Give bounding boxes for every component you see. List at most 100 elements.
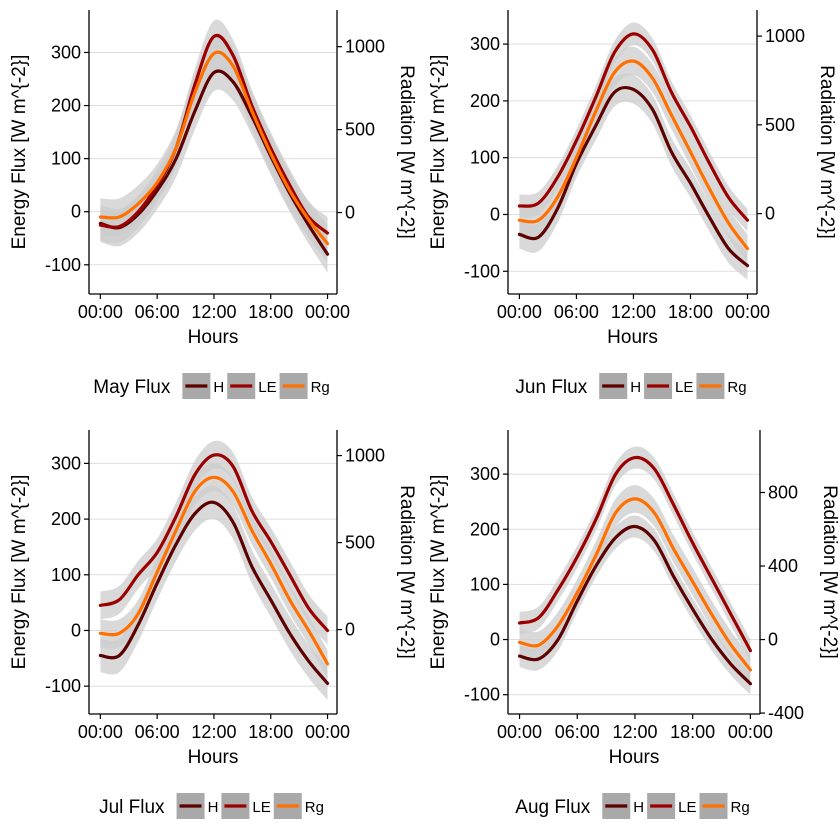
y2-tick-label: 500: [765, 115, 795, 135]
y2-tick-label: 0: [765, 204, 775, 224]
y-tick-label: 200: [51, 96, 81, 116]
legend-label-LE: LE: [258, 379, 276, 396]
y-tick-label: 0: [71, 202, 81, 222]
series-line-Rg: [517, 59, 750, 251]
x-tick-label: 18:00: [670, 722, 715, 742]
y-tick-label: -100: [45, 676, 81, 696]
y-tick-label: 100: [470, 574, 500, 594]
x-axis-title: Hours: [188, 327, 239, 348]
y-tick-label: 100: [470, 148, 500, 168]
y-tick-label: -100: [45, 255, 81, 275]
x-tick-label: 06:00: [135, 302, 180, 322]
y2-tick-label: 0: [345, 203, 355, 223]
x-axis-title: Hours: [607, 327, 658, 348]
legend-label-H: H: [213, 379, 224, 396]
y2-axis-title: Radiation [W m^{-2}]: [396, 65, 417, 239]
legend: Jun Flux H LE Rg: [515, 373, 747, 399]
legend-label-Rg: Rg: [730, 799, 749, 816]
y-tick-label: 0: [490, 630, 500, 650]
y-tick-label: 0: [490, 204, 500, 224]
legend-title: Aug Flux: [515, 797, 590, 818]
y-tick-label: -100: [464, 261, 500, 281]
legend-title: May Flux: [93, 377, 171, 398]
x-tick-label: 12:00: [611, 302, 656, 322]
y-axis-title: Energy Flux [W m^{-2}]: [9, 475, 30, 670]
y2-tick-label: 1000: [345, 37, 385, 57]
y-tick-label: 300: [51, 453, 81, 473]
series-line-H: [517, 524, 752, 686]
x-tick-label: 00:00: [497, 722, 542, 742]
chart-panel-2: -100 0 100 200 300 0 500 1000 00:00 06:00 12:00 18:…: [428, 10, 837, 399]
series-line-LE: [517, 455, 752, 653]
x-tick-label: 12:00: [191, 302, 236, 322]
y-tick-label: 200: [470, 519, 500, 539]
series-line-LE: [98, 453, 330, 633]
series-line-Rg: [98, 475, 330, 666]
series-line-Rg: [517, 497, 752, 672]
x-tick-label: 00:00: [497, 302, 542, 322]
legend-label-H: H: [630, 379, 641, 396]
y-axis-title: Energy Flux [W m^{-2}]: [428, 55, 449, 250]
series-line-LE: [98, 33, 330, 235]
x-tick-label: 18:00: [248, 302, 293, 322]
y-tick-label: 100: [51, 565, 81, 585]
chart-panel-4: -100 0 100 200 300 -400 0 400 800 00:00 06:00 12:00…: [428, 430, 840, 819]
y-tick-label: 0: [71, 620, 81, 640]
x-tick-label: 18:00: [248, 722, 293, 742]
legend: Aug Flux H LE Rg: [515, 793, 750, 819]
y-tick-label: 300: [470, 464, 500, 484]
x-tick-label: 06:00: [135, 722, 180, 742]
y2-tick-label: 0: [768, 630, 778, 650]
y-tick-label: 300: [51, 42, 81, 62]
legend-label-H: H: [633, 799, 644, 816]
x-tick-label: 00:00: [725, 302, 770, 322]
legend-label-LE: LE: [678, 799, 696, 816]
y2-tick-label: 1000: [765, 26, 805, 46]
legend: May Flux H LE Rg: [93, 373, 330, 399]
y-tick-label: 100: [51, 149, 81, 169]
x-tick-label: 00:00: [728, 722, 773, 742]
y2-axis-title: Radiation [W m^{-2}]: [819, 485, 840, 659]
x-tick-label: 12:00: [191, 722, 236, 742]
x-tick-label: 00:00: [305, 722, 350, 742]
y-axis-title: Energy Flux [W m^{-2}]: [428, 475, 449, 670]
x-axis-title: Hours: [609, 747, 660, 768]
legend-label-Rg: Rg: [727, 379, 746, 396]
confidence-band-H: [100, 52, 328, 273]
x-tick-label: 06:00: [555, 722, 600, 742]
x-tick-label: 00:00: [78, 722, 123, 742]
y-axis-title: Energy Flux [W m^{-2}]: [9, 55, 30, 250]
y-tick-label: -100: [464, 685, 500, 705]
y-tick-label: 200: [470, 91, 500, 111]
legend-label-Rg: Rg: [305, 799, 324, 816]
legend-label-LE: LE: [675, 379, 693, 396]
x-tick-label: 00:00: [78, 302, 123, 322]
x-tick-label: 18:00: [668, 302, 713, 322]
y2-axis-title: Radiation [W m^{-2}]: [396, 485, 417, 659]
x-axis-title: Hours: [188, 747, 239, 768]
x-tick-label: 00:00: [305, 302, 350, 322]
y-tick-label: 300: [470, 34, 500, 54]
series-line-Rg: [98, 50, 330, 246]
legend-title: Jul Flux: [99, 797, 165, 818]
legend-label-H: H: [208, 799, 219, 816]
x-tick-label: 12:00: [612, 722, 657, 742]
legend-title: Jun Flux: [515, 377, 587, 398]
y2-tick-label: 800: [768, 482, 798, 502]
y-tick-label: 200: [51, 509, 81, 529]
y2-tick-label: 400: [768, 556, 798, 576]
series-line-LE: [517, 32, 750, 222]
legend-label-Rg: Rg: [311, 379, 330, 396]
x-tick-label: 06:00: [554, 302, 599, 322]
legend: Jul Flux H LE Rg: [99, 793, 324, 819]
series-line-H: [98, 500, 330, 685]
y2-tick-label: -400: [768, 703, 804, 723]
confidence-band-LE: [519, 446, 751, 662]
chart-panel-1: -100 0 100 200 300 0 500 1000 00:00 06:00 12:00 18:…: [9, 10, 417, 399]
y2-tick-label: 500: [345, 120, 375, 140]
y2-tick-label: 500: [345, 533, 375, 553]
y2-axis-title: Radiation [W m^{-2}]: [816, 65, 837, 239]
y2-tick-label: 0: [345, 620, 355, 640]
series-line-H: [517, 85, 750, 268]
